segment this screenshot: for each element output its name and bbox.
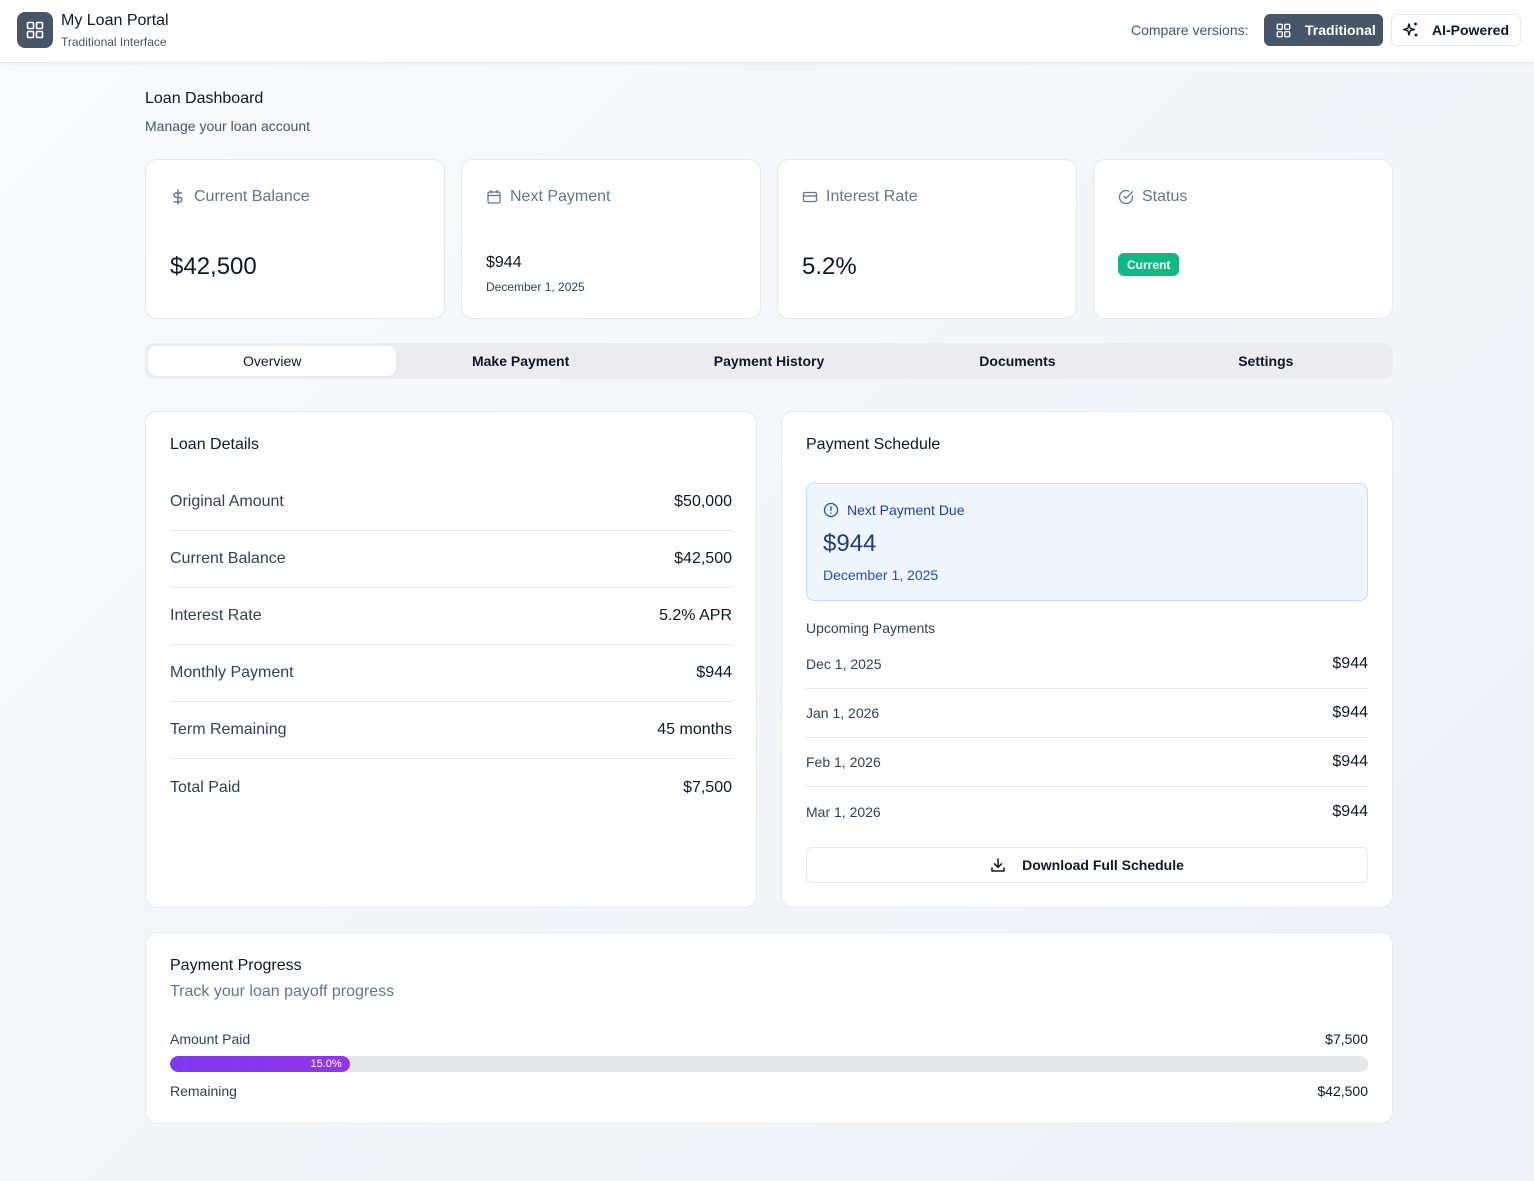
detail-value: 45 months <box>657 721 732 738</box>
loan-details-title: Loan Details <box>170 436 259 453</box>
main-tabs: Overview Make Payment Payment History Do… <box>145 343 1393 379</box>
status-label: Status <box>1142 188 1188 205</box>
upcoming-payment-row: Mar 1, 2026 $944 <box>806 787 1368 836</box>
calendar-icon <box>487 189 501 204</box>
detail-row-monthly-payment: Monthly Payment $944 <box>170 645 732 702</box>
detail-label: Monthly Payment <box>170 664 294 681</box>
current-balance-label: Current Balance <box>194 188 310 205</box>
detail-value: 5.2% APR <box>659 607 732 624</box>
detail-label: Original Amount <box>170 493 284 510</box>
current-balance-card: Current Balance $42,500 <box>145 159 445 319</box>
next-payment-card: Next Payment $944 December 1, 2025 <box>461 159 761 319</box>
ai-powered-version-button[interactable]: AI-Powered <box>1391 14 1521 46</box>
next-payment-date: December 1, 2025 <box>486 280 585 294</box>
ai-powered-label: AI-Powered <box>1432 22 1510 38</box>
remaining-value: $42,500 <box>1317 1083 1368 1099</box>
detail-value: $944 <box>696 664 732 681</box>
progress-bar-fill: 15.0% <box>170 1056 350 1072</box>
payment-date: Mar 1, 2026 <box>806 803 881 820</box>
next-payment-due-label: Next Payment Due <box>847 502 965 518</box>
payment-schedule-title: Payment Schedule <box>806 436 941 453</box>
alert-circle-icon <box>823 502 839 518</box>
detail-row-original-amount: Original Amount $50,000 <box>170 474 732 531</box>
current-balance-value: $42,500 <box>170 253 257 280</box>
app-subtitle: Traditional Interface <box>61 35 167 49</box>
payment-amount: $944 <box>1332 704 1368 721</box>
tab-overview[interactable]: Overview <box>148 346 397 376</box>
status-card: Status Current <box>1093 159 1393 319</box>
payment-progress-subtitle: Track your loan payoff progress <box>170 983 395 1000</box>
payment-amount: $944 <box>1332 802 1368 820</box>
progress-bar: 15.0% <box>170 1056 1368 1072</box>
sparkles-icon <box>1402 22 1418 37</box>
traditional-version-button[interactable]: Traditional <box>1264 14 1383 46</box>
upcoming-payment-row: Feb 1, 2026 $944 <box>806 738 1368 787</box>
upcoming-payment-row: Dec 1, 2025 $944 <box>806 640 1368 689</box>
amount-paid-value: $7,500 <box>1325 1031 1368 1047</box>
tab-settings[interactable]: Settings <box>1238 353 1294 369</box>
page-subtitle: Manage your loan account <box>145 118 310 134</box>
download-schedule-button[interactable]: Download Full Schedule <box>806 847 1368 883</box>
interest-rate-card: Interest Rate 5.2% <box>777 159 1077 319</box>
interest-rate-value: 5.2% <box>802 253 857 280</box>
dollar-icon <box>173 189 183 205</box>
detail-row-total-paid: Total Paid $7,500 <box>170 759 732 816</box>
download-icon <box>991 858 1005 872</box>
detail-value: $42,500 <box>674 550 732 567</box>
detail-label: Interest Rate <box>170 607 262 624</box>
download-schedule-label: Download Full Schedule <box>1022 857 1184 873</box>
grid-icon <box>26 21 44 39</box>
next-payment-label: Next Payment <box>510 188 611 205</box>
payment-date: Feb 1, 2026 <box>806 754 881 770</box>
status-badge: Current <box>1118 253 1180 276</box>
detail-value: $50,000 <box>674 493 732 510</box>
tab-documents[interactable]: Documents <box>979 353 1056 369</box>
check-circle-icon <box>1118 189 1134 205</box>
next-payment-due-date: December 1, 2025 <box>823 567 939 583</box>
tab-make-payment[interactable]: Make Payment <box>471 353 570 369</box>
payment-progress-title: Payment Progress <box>170 957 302 974</box>
grid-icon <box>1276 23 1291 37</box>
next-payment-due-amount: $944 <box>823 530 877 557</box>
payment-date: Jan 1, 2026 <box>806 705 880 721</box>
amount-paid-label: Amount Paid <box>170 1031 251 1047</box>
detail-label: Total Paid <box>170 778 241 796</box>
payment-date: Dec 1, 2025 <box>806 656 882 672</box>
loan-details-card: Loan Details Original Amount $50,000 Cur… <box>145 411 757 908</box>
payment-schedule-card: Payment Schedule Next Payment Due $944 D… <box>781 411 1393 908</box>
traditional-label: Traditional <box>1305 22 1376 38</box>
payment-progress-card: Payment Progress Track your loan payoff … <box>145 932 1393 1124</box>
credit-card-icon <box>802 191 818 203</box>
next-payment-due-panel: Next Payment Due $944 December 1, 2025 <box>806 483 1368 601</box>
app-logo <box>17 12 53 48</box>
remaining-label: Remaining <box>170 1083 237 1099</box>
page-title: Loan Dashboard <box>145 90 264 107</box>
app-header: My Loan Portal Traditional Interface Com… <box>0 0 1534 63</box>
interest-rate-label: Interest Rate <box>826 188 918 205</box>
tab-payment-history[interactable]: Payment History <box>713 353 825 369</box>
payment-amount: $944 <box>1332 655 1368 672</box>
next-payment-value: $944 <box>486 254 522 271</box>
detail-row-interest-rate: Interest Rate 5.2% APR <box>170 588 732 645</box>
detail-label: Term Remaining <box>170 721 287 738</box>
detail-value: $7,500 <box>683 778 732 796</box>
progress-percent-text: 15.0% <box>310 1058 342 1070</box>
upcoming-payment-row: Jan 1, 2026 $944 <box>806 689 1368 738</box>
detail-row-current-balance: Current Balance $42,500 <box>170 531 732 588</box>
detail-label: Current Balance <box>170 550 286 567</box>
detail-row-term-remaining: Term Remaining 45 months <box>170 702 732 759</box>
compare-versions-label: Compare versions: <box>1131 22 1249 38</box>
payment-amount: $944 <box>1332 753 1368 770</box>
upcoming-payments-label: Upcoming Payments <box>806 620 936 636</box>
app-title: My Loan Portal <box>61 12 169 29</box>
